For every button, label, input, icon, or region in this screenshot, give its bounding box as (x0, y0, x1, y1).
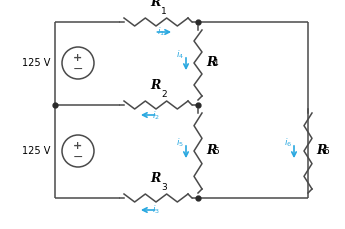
Text: 2: 2 (161, 90, 167, 99)
Text: $i_5$: $i_5$ (176, 137, 184, 149)
Text: R: R (206, 57, 216, 69)
Text: −: − (73, 150, 83, 164)
Text: 3: 3 (161, 183, 167, 192)
Text: $i_6$: $i_6$ (284, 137, 292, 149)
Text: 125 V: 125 V (22, 146, 50, 156)
Text: R: R (150, 172, 160, 185)
Text: $i_4$: $i_4$ (176, 49, 184, 61)
Text: 125 V: 125 V (22, 58, 50, 68)
Text: $i_1$: $i_1$ (157, 26, 165, 38)
Text: $i_3$: $i_3$ (152, 204, 160, 216)
Text: R: R (150, 0, 160, 9)
Text: +: + (73, 53, 82, 63)
Text: R: R (150, 79, 160, 92)
Text: $i_2$: $i_2$ (152, 109, 160, 122)
Text: 6: 6 (323, 147, 329, 156)
Text: 4: 4 (213, 59, 219, 68)
Text: 1: 1 (161, 7, 167, 16)
Text: R: R (206, 144, 216, 158)
Text: R: R (316, 144, 326, 158)
Text: +: + (73, 141, 82, 151)
Text: 5: 5 (213, 147, 219, 156)
Text: −: − (73, 63, 83, 76)
